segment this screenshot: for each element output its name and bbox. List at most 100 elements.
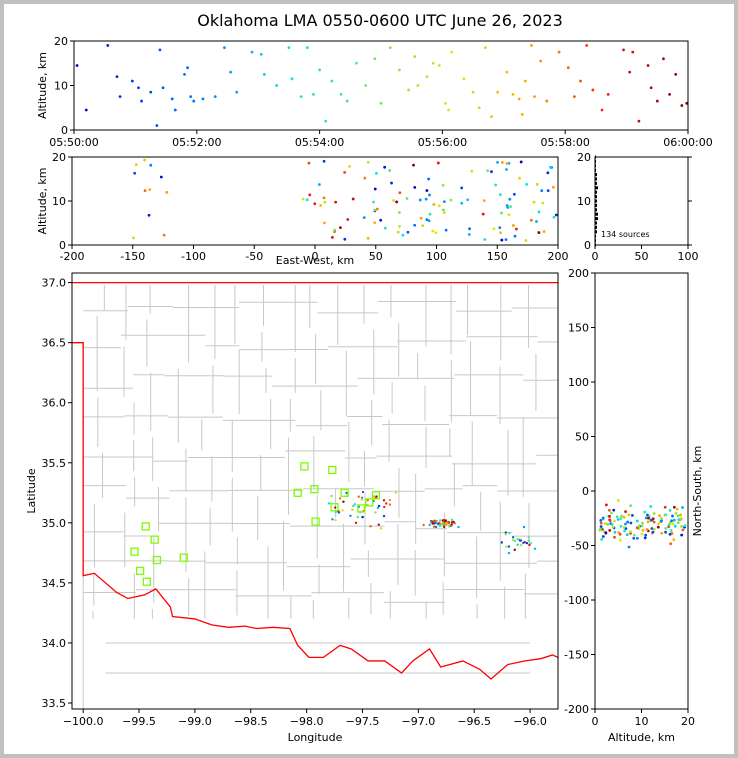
altitude-ns-point — [624, 510, 627, 514]
ew-altitude-point — [507, 161, 511, 165]
station-marker — [357, 504, 366, 513]
plan-view-ytick-label: 36.5 — [42, 337, 67, 350]
map-source-point — [450, 518, 454, 522]
altitude-ns-xtick-label: 10 — [635, 715, 649, 728]
altitude-ns-point — [650, 527, 654, 530]
time-altitude-point — [462, 77, 466, 81]
ew-altitude-point — [398, 191, 402, 195]
ew-altitude-point — [509, 205, 512, 208]
map-source-point — [432, 525, 436, 528]
time-altitude-point — [290, 77, 294, 81]
map-source-point — [447, 520, 450, 524]
ew-altitude-point — [317, 183, 321, 186]
time-altitude-point — [668, 93, 671, 96]
time-altitude-point — [566, 66, 570, 70]
map-source-point — [327, 502, 331, 505]
time-altitude-point — [425, 75, 429, 78]
ew-altitude-point — [348, 164, 351, 168]
map-source-point — [433, 519, 436, 523]
altitude-ns-ytick-label: -100 — [564, 594, 589, 607]
ew-altitude-point — [334, 200, 338, 204]
ew-altitude-point — [537, 210, 541, 214]
map-source-point — [527, 536, 531, 539]
ew-altitude-point — [427, 219, 431, 223]
ew-altitude-point — [401, 233, 405, 237]
ew-altitude-point — [159, 175, 163, 179]
time-altitude-point — [149, 90, 153, 94]
map-source-point — [356, 515, 360, 519]
ew-altitude-point — [425, 218, 429, 222]
ew-altitude-point — [405, 197, 409, 200]
ew-altitude-point — [442, 200, 446, 204]
altitude-ns-frame — [594, 272, 689, 710]
map-source-point — [513, 548, 516, 552]
ew-altitude-point — [507, 213, 511, 217]
time-altitude-point — [649, 86, 653, 90]
time-altitude-point — [585, 44, 589, 47]
altitude-ns-point — [669, 542, 673, 546]
time-altitude-point — [170, 97, 174, 101]
altitude-ns-point — [632, 536, 636, 540]
map-source-point — [349, 514, 352, 517]
map-source-point — [442, 518, 446, 522]
altitude-ns-point — [599, 521, 603, 525]
time-altitude-xtick-label: 05:52:00 — [172, 136, 221, 149]
plan-view-xtick-label: −97.5 — [346, 715, 380, 728]
map-source-point — [351, 508, 354, 511]
map-source-point — [361, 515, 364, 519]
map-source-point — [504, 533, 507, 536]
map-source-point — [334, 506, 337, 509]
altitude-ns-point — [681, 528, 685, 532]
station-marker — [130, 547, 139, 556]
time-altitude-point — [628, 70, 632, 74]
ew-altitude-point — [418, 198, 422, 202]
altitude-ns-point — [657, 522, 661, 526]
ew-altitude-point — [133, 171, 137, 175]
time-altitude-point — [84, 108, 88, 112]
altitude-ns-point — [672, 538, 676, 542]
ew-altitude-point — [421, 224, 425, 228]
ew-altitude-point — [546, 189, 550, 193]
altitude-ns-xlabel: Altitude, km — [608, 731, 675, 744]
map-source-point — [445, 523, 448, 527]
ew-altitude-point — [492, 227, 496, 231]
station-marker — [328, 465, 337, 475]
ew-altitude-point — [373, 187, 377, 191]
time-altitude-ylabel: Altitude, km — [36, 52, 49, 119]
time-altitude-point — [398, 68, 401, 72]
histogram-annotation: 134 sources — [601, 230, 650, 239]
time-altitude-point — [490, 115, 493, 119]
map-source-point — [528, 543, 531, 547]
county-boundaries — [82, 285, 558, 709]
state-boundary-south — [72, 342, 559, 680]
time-altitude-point — [413, 55, 417, 58]
time-altitude-point — [213, 95, 217, 99]
map-source-point — [383, 505, 386, 509]
altitude-ns-point — [651, 517, 655, 521]
map-source-point — [375, 495, 378, 498]
ew-altitude-point — [346, 218, 350, 221]
altitude-ns-point — [613, 535, 616, 539]
altitude-ns-point — [602, 529, 606, 533]
ew-altitude-point — [308, 193, 312, 197]
time-altitude-point — [533, 95, 536, 99]
ew-altitude-point — [363, 176, 367, 180]
histogram-ytick-label: 20 — [577, 151, 591, 164]
time-altitude-point — [158, 48, 162, 52]
ew-altitude-point — [436, 161, 440, 165]
altitude-ns-point — [675, 507, 679, 511]
time-altitude-point — [345, 99, 349, 103]
time-altitude-point — [680, 104, 684, 107]
ew-altitude-point — [397, 211, 401, 214]
ew-altitude-point — [513, 234, 517, 238]
altitude-ns-point — [619, 538, 622, 542]
ew-altitude-point — [165, 190, 169, 194]
ew-altitude-xtick-label: -200 — [60, 250, 85, 263]
time-altitude-point — [75, 64, 79, 67]
map-source-point — [382, 514, 386, 518]
altitude-ns-point — [632, 533, 636, 537]
station-marker — [152, 555, 162, 565]
altitude-ns-point — [668, 532, 672, 536]
ew-altitude-point — [554, 213, 558, 217]
altitude-ns-point — [619, 524, 623, 528]
